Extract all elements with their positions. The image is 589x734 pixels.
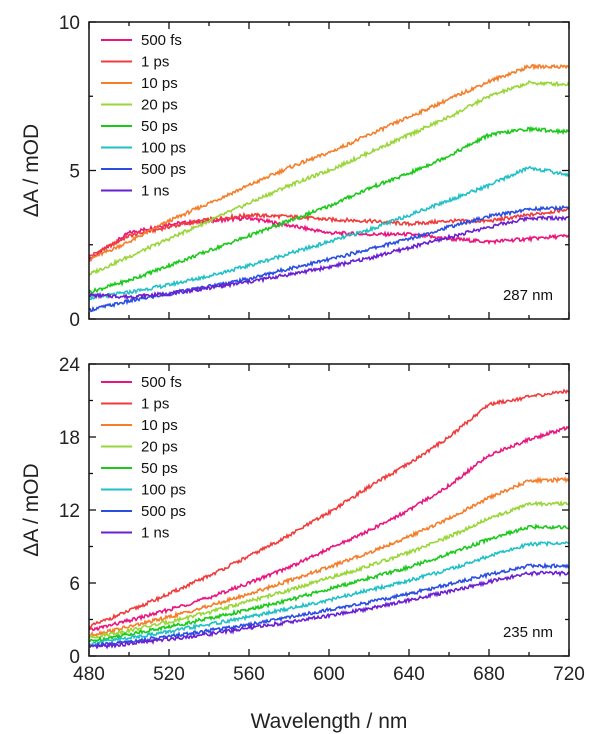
x-tick-label: 480 bbox=[73, 664, 105, 685]
x-tick-label: 720 bbox=[553, 664, 585, 685]
legend-label: 20 ps bbox=[141, 97, 178, 114]
chart-panel-1: 0 5 10 ΔA / mOD 500 fs 1 ps 10 ps 20 ps 50 ps 100… bbox=[20, 13, 570, 331]
y-tick-label: 10 bbox=[59, 13, 80, 34]
y-tick-label: 0 bbox=[69, 310, 80, 331]
series-line-20-ps bbox=[89, 500, 569, 639]
legend-label: 10 ps bbox=[141, 75, 178, 92]
legend-label: 500 ps bbox=[141, 503, 186, 520]
legend-label: 1 ps bbox=[141, 396, 169, 413]
legend-label: 1 ns bbox=[141, 183, 169, 200]
y-tick-label: 12 bbox=[59, 501, 80, 522]
y-tick-label: 6 bbox=[69, 574, 80, 595]
series-line-500-ps bbox=[89, 561, 569, 648]
x-tick-label: 640 bbox=[393, 664, 425, 685]
legend-label: 100 ps bbox=[141, 482, 186, 499]
x-tick-label: 560 bbox=[233, 664, 265, 685]
series-line-1-ps bbox=[89, 388, 569, 630]
series-line-10-ps bbox=[89, 476, 569, 637]
legend-label: 10 ps bbox=[141, 417, 178, 434]
series-line-10-ps bbox=[89, 63, 569, 262]
series-line-1-ns bbox=[89, 214, 569, 300]
panel-annotation: 235 nm bbox=[503, 624, 553, 641]
panel-annotation: 287 nm bbox=[503, 287, 553, 304]
series-line-500-fs bbox=[89, 425, 569, 632]
y-axis-title: ΔA / mOD bbox=[20, 124, 43, 217]
y-axis-title: ΔA / mOD bbox=[20, 463, 43, 556]
legend-label: 500 fs bbox=[141, 32, 182, 49]
legend: 500 fs 1 ps 10 ps 20 ps 50 ps 100 ps 500 ps 1 n… bbox=[101, 32, 186, 200]
legend-label: 20 ps bbox=[141, 439, 178, 456]
y-tick-label: 24 bbox=[59, 355, 81, 376]
legend-label: 100 ps bbox=[141, 140, 186, 157]
series-line-20-ps bbox=[89, 80, 569, 276]
x-tick-label: 520 bbox=[153, 664, 185, 685]
series-line-100-ps bbox=[89, 540, 569, 647]
series-line-100-ps bbox=[89, 165, 569, 301]
series-line-1-ns bbox=[89, 570, 569, 650]
x-tick-label: 680 bbox=[473, 664, 505, 685]
series-line-50-ps bbox=[89, 125, 569, 295]
legend-label: 500 fs bbox=[141, 374, 182, 391]
x-tick-label: 600 bbox=[313, 664, 345, 685]
series-line-50-ps bbox=[89, 523, 569, 643]
legend-label: 50 ps bbox=[141, 118, 178, 135]
legend: 500 fs 1 ps 10 ps 20 ps 50 ps 100 ps 500 ps 1 n… bbox=[101, 374, 186, 542]
x-axis-title: Wavelength / nm bbox=[251, 710, 408, 733]
legend-label: 1 ns bbox=[141, 525, 169, 542]
legend-label: 1 ps bbox=[141, 54, 169, 71]
y-tick-label: 0 bbox=[69, 647, 80, 668]
series-line-1-ps bbox=[89, 206, 569, 259]
legend-label: 500 ps bbox=[141, 161, 186, 178]
y-tick-label: 5 bbox=[69, 162, 80, 183]
legend-label: 50 ps bbox=[141, 460, 178, 477]
chart-panel-2: 480 520 560 600 640 680 720 0 6 12 18 24 ΔA / mOD Wav… bbox=[20, 355, 585, 733]
y-tick-label: 18 bbox=[59, 428, 80, 449]
